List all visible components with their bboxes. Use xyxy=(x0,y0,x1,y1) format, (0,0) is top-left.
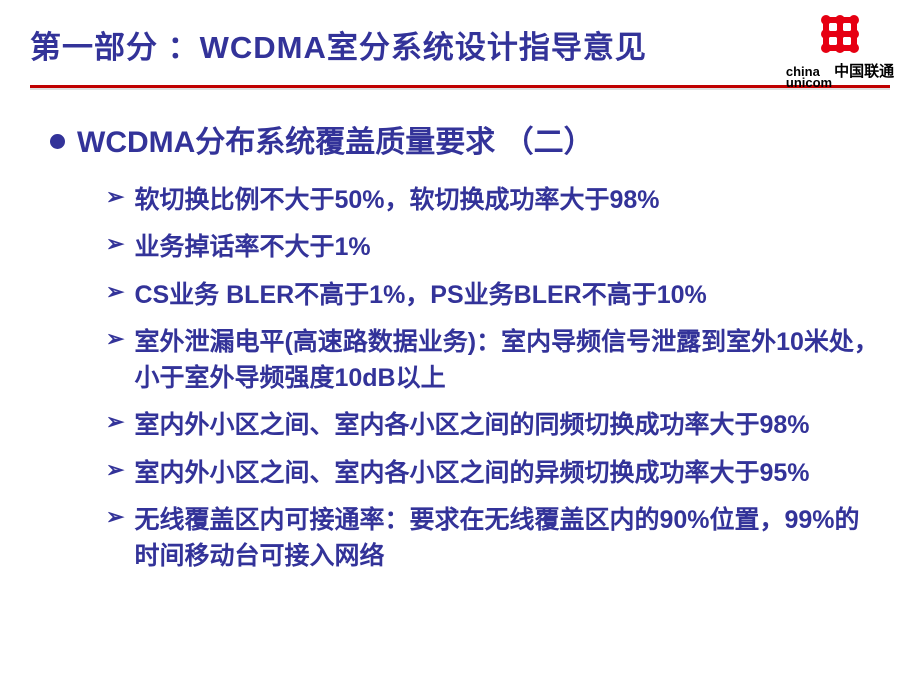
sub-bullet-item: ➢ CS业务 BLER不高于1%，PS业务BLER不高于10% xyxy=(106,277,880,313)
slide-content: WCDMA分布系统覆盖质量要求 （二） ➢ 软切换比例不大于50%，软切换成功率… xyxy=(0,88,920,574)
logo-text-en: china unicom xyxy=(786,66,832,88)
sub-bullet-item: ➢ 软切换比例不大于50%，软切换成功率大于98% xyxy=(106,182,880,218)
arrow-bullet-icon: ➢ xyxy=(106,409,124,435)
logo-text-cn: 中国联通 xyxy=(834,60,894,81)
arrow-bullet-icon: ➢ xyxy=(106,184,124,210)
sub-bullet-text: 室内外小区之间、室内各小区之间的同频切换成功率大于98% xyxy=(134,407,809,443)
arrow-bullet-icon: ➢ xyxy=(106,326,124,352)
unicom-knot-icon xyxy=(812,10,868,58)
arrow-bullet-icon: ➢ xyxy=(106,279,124,305)
sub-bullet-item: ➢ 室外泄漏电平(高速路数据业务)：室内导频信号泄露到室外10米处，小于室外导频… xyxy=(106,324,880,397)
sub-bullet-text: 软切换比例不大于50%，软切换成功率大于98% xyxy=(134,182,659,218)
sub-bullet-text: 室内外小区之间、室内各小区之间的异频切换成功率大于95% xyxy=(134,455,809,491)
arrow-bullet-icon: ➢ xyxy=(106,457,124,483)
brand-logo: china unicom 中国联通 xyxy=(780,10,900,88)
sub-bullet-list: ➢ 软切换比例不大于50%，软切换成功率大于98% ➢ 业务掉话率不大于1% ➢… xyxy=(50,182,880,574)
sub-bullet-text: 业务掉话率不大于1% xyxy=(134,229,370,265)
slide-title: 第一部分 ：WCDMA室分系统设计指导意见 xyxy=(30,22,890,67)
main-bullet-text: WCDMA分布系统覆盖质量要求 （二） xyxy=(77,122,594,164)
logo-text: china unicom 中国联通 xyxy=(780,60,900,88)
logo-en-line2: unicom xyxy=(786,77,832,88)
sub-bullet-text: 室外泄漏电平(高速路数据业务)：室内导频信号泄露到室外10米处，小于室外导频强度… xyxy=(134,324,880,397)
sub-bullet-item: ➢ 室内外小区之间、室内各小区之间的同频切换成功率大于98% xyxy=(106,407,880,443)
sub-bullet-item: ➢ 业务掉话率不大于1% xyxy=(106,229,880,265)
sub-bullet-item: ➢ 无线覆盖区内可接通率：要求在无线覆盖区内的90%位置，99%的时间移动台可接… xyxy=(106,502,880,575)
disc-bullet-icon xyxy=(50,134,65,149)
main-bullet-item: WCDMA分布系统覆盖质量要求 （二） xyxy=(50,122,880,164)
sub-bullet-text: 无线覆盖区内可接通率：要求在无线覆盖区内的90%位置，99%的时间移动台可接入网… xyxy=(134,502,880,575)
arrow-bullet-icon: ➢ xyxy=(106,504,124,530)
sub-bullet-item: ➢ 室内外小区之间、室内各小区之间的异频切换成功率大于95% xyxy=(106,455,880,491)
sub-bullet-text: CS业务 BLER不高于1%，PS业务BLER不高于10% xyxy=(134,277,706,313)
arrow-bullet-icon: ➢ xyxy=(106,231,124,257)
